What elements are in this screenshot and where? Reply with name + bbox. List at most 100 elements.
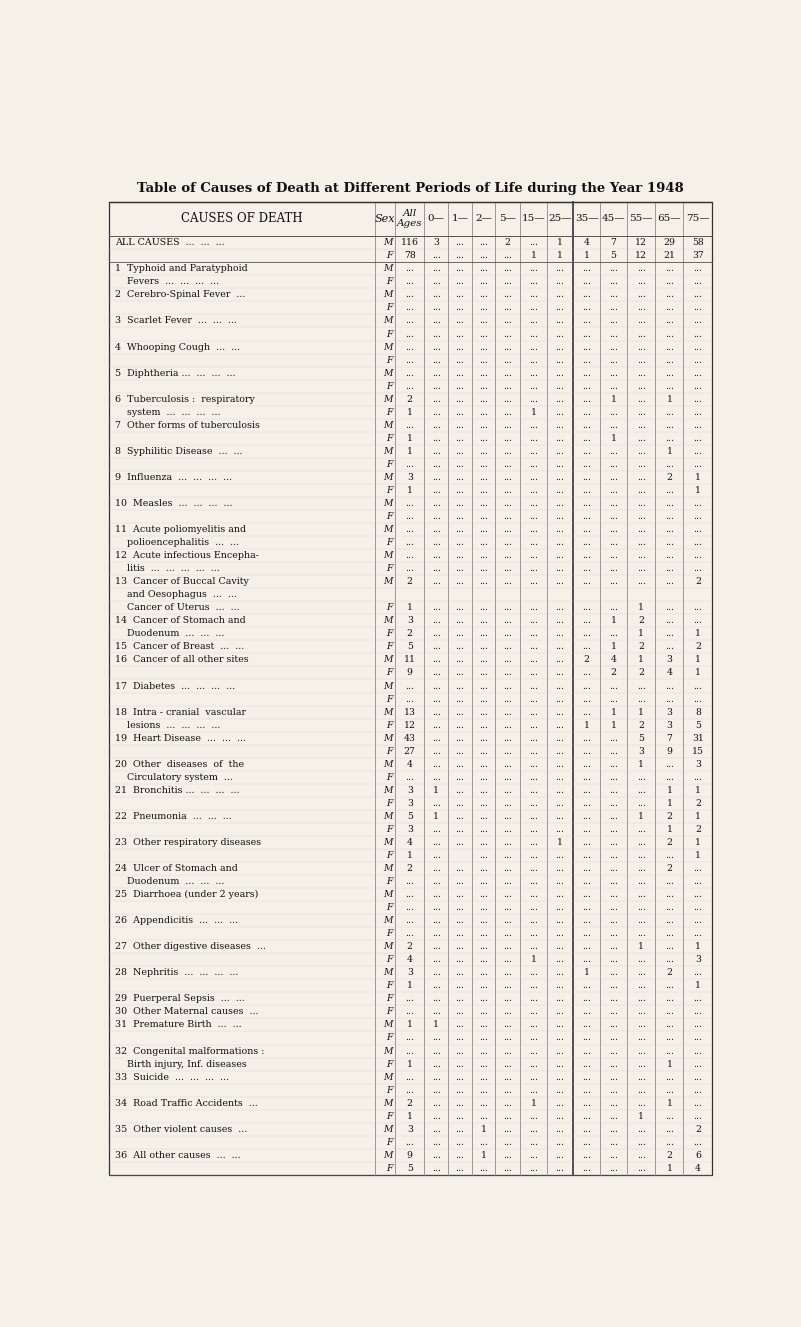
- Text: M: M: [384, 472, 393, 482]
- Text: Sex: Sex: [375, 214, 396, 224]
- Text: ...: ...: [665, 291, 674, 300]
- Text: ...: ...: [503, 421, 513, 430]
- Text: 16  Cancer of all other sites: 16 Cancer of all other sites: [115, 656, 248, 665]
- Text: 12: 12: [635, 239, 647, 247]
- Text: ...: ...: [582, 851, 591, 860]
- Text: ...: ...: [582, 904, 591, 912]
- Text: ...: ...: [609, 1085, 618, 1095]
- Text: ...: ...: [432, 772, 441, 782]
- Text: ...: ...: [665, 512, 674, 522]
- Text: ...: ...: [556, 499, 565, 508]
- Text: ...: ...: [479, 460, 488, 468]
- Text: 2: 2: [695, 642, 701, 652]
- Text: M: M: [384, 525, 393, 533]
- Text: ...: ...: [556, 329, 565, 338]
- Text: ...: ...: [432, 1112, 441, 1121]
- Text: 12  Acute infectious Encepha-: 12 Acute infectious Encepha-: [115, 551, 259, 560]
- Text: ...: ...: [556, 772, 565, 782]
- Text: ...: ...: [456, 799, 465, 808]
- Text: ...: ...: [665, 1125, 674, 1133]
- Text: ...: ...: [556, 929, 565, 938]
- Text: M: M: [384, 969, 393, 977]
- Text: ...: ...: [582, 916, 591, 925]
- Text: ...: ...: [556, 291, 565, 300]
- Text: ...: ...: [503, 734, 513, 743]
- Text: F: F: [387, 277, 393, 287]
- Text: ...: ...: [503, 1125, 513, 1133]
- Text: ...: ...: [503, 916, 513, 925]
- Text: ...: ...: [609, 799, 618, 808]
- Text: 4: 4: [407, 955, 413, 965]
- Text: ...: ...: [637, 851, 646, 860]
- Text: ...: ...: [529, 890, 538, 900]
- Text: ...: ...: [503, 1047, 513, 1055]
- Text: ...: ...: [637, 825, 646, 833]
- Text: 13  Cancer of Buccal Cavity: 13 Cancer of Buccal Cavity: [115, 577, 249, 587]
- Text: ...: ...: [432, 629, 441, 638]
- Text: ...: ...: [637, 447, 646, 456]
- Text: ...: ...: [405, 772, 414, 782]
- Text: ...: ...: [479, 1164, 488, 1173]
- Text: ...: ...: [529, 1059, 538, 1068]
- Text: ...: ...: [556, 434, 565, 443]
- Text: 1—: 1—: [452, 215, 469, 223]
- Text: 1: 1: [433, 812, 439, 821]
- Text: 2: 2: [638, 642, 644, 652]
- Text: ...: ...: [503, 564, 513, 573]
- Text: ...: ...: [582, 747, 591, 755]
- Text: 18  Intra - cranial  vascular: 18 Intra - cranial vascular: [115, 707, 246, 717]
- Text: 1: 1: [530, 407, 537, 417]
- Text: ...: ...: [694, 682, 702, 690]
- Text: ...: ...: [432, 329, 441, 338]
- Text: ...: ...: [479, 304, 488, 312]
- Text: ...: ...: [456, 929, 465, 938]
- Text: ...: ...: [556, 1007, 565, 1016]
- Text: ...: ...: [456, 486, 465, 495]
- Text: ...: ...: [637, 304, 646, 312]
- Text: 116: 116: [400, 239, 419, 247]
- Text: ...: ...: [503, 460, 513, 468]
- Text: ...: ...: [529, 460, 538, 468]
- Text: ...: ...: [432, 916, 441, 925]
- Text: ...: ...: [582, 772, 591, 782]
- Text: F: F: [387, 904, 393, 912]
- Text: ...: ...: [665, 642, 674, 652]
- Text: ...: ...: [694, 1047, 702, 1055]
- Text: 3: 3: [407, 1125, 413, 1133]
- Text: 2: 2: [695, 799, 701, 808]
- Text: ...: ...: [609, 537, 618, 547]
- Text: ...: ...: [529, 877, 538, 886]
- Text: ...: ...: [556, 1099, 565, 1108]
- Text: 3: 3: [407, 472, 413, 482]
- Text: ...: ...: [479, 694, 488, 703]
- Text: ...: ...: [432, 277, 441, 287]
- Text: ...: ...: [456, 342, 465, 352]
- Text: ...: ...: [479, 1047, 488, 1055]
- Text: ...: ...: [405, 694, 414, 703]
- Text: ...: ...: [479, 239, 488, 247]
- Text: ...: ...: [479, 291, 488, 300]
- Text: ...: ...: [637, 329, 646, 338]
- Text: ...: ...: [456, 629, 465, 638]
- Text: ...: ...: [582, 694, 591, 703]
- Text: ...: ...: [529, 1072, 538, 1082]
- Text: 9: 9: [407, 1151, 413, 1160]
- Text: ...: ...: [529, 629, 538, 638]
- Text: ...: ...: [609, 291, 618, 300]
- Text: 1: 1: [433, 786, 439, 795]
- Text: ...: ...: [503, 604, 513, 612]
- Text: CAUSES OF DEATH: CAUSES OF DEATH: [181, 212, 303, 226]
- Text: ...: ...: [503, 356, 513, 365]
- Text: ...: ...: [479, 786, 488, 795]
- Text: ...: ...: [556, 682, 565, 690]
- Text: ...: ...: [503, 772, 513, 782]
- Text: ...: ...: [529, 304, 538, 312]
- Text: ...: ...: [432, 434, 441, 443]
- Text: M: M: [384, 916, 393, 925]
- Text: 1: 1: [407, 486, 413, 495]
- Text: ALL CAUSES  ...  ...  ...: ALL CAUSES ... ... ...: [115, 239, 224, 247]
- Text: ...: ...: [503, 382, 513, 390]
- Text: ...: ...: [456, 1137, 465, 1147]
- Text: 4: 4: [407, 760, 413, 768]
- Text: ...: ...: [529, 851, 538, 860]
